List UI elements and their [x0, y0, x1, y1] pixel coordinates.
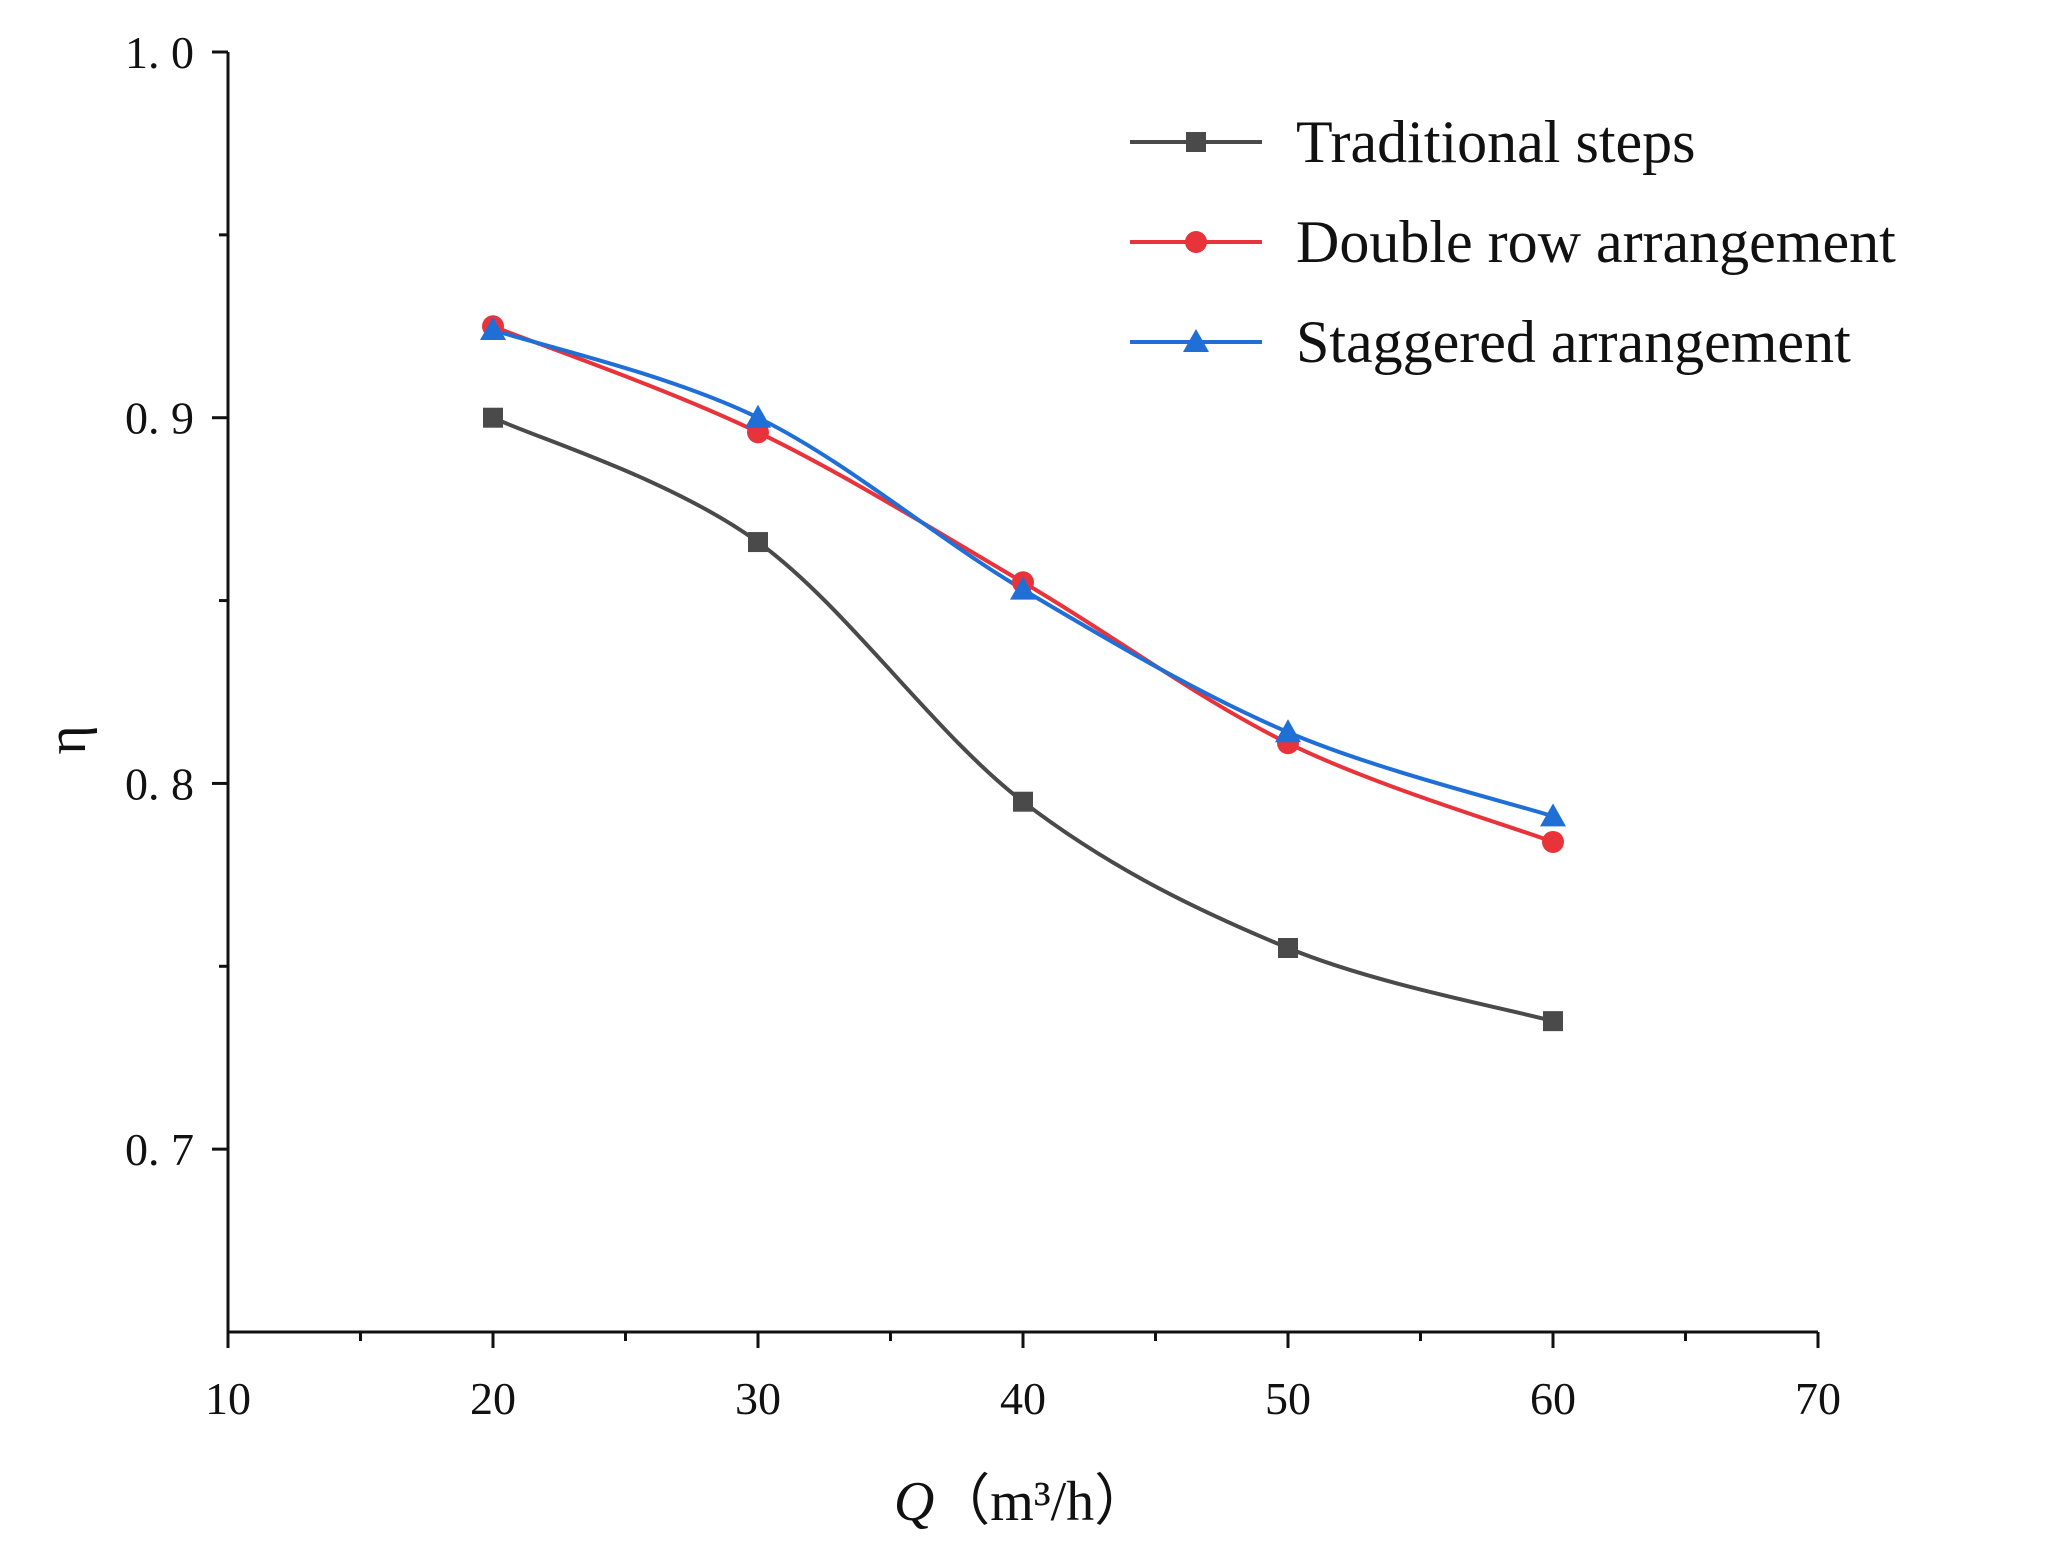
- data-point-series-1: [748, 532, 768, 553]
- plot-lines: [492, 324, 1554, 1024]
- data-point-series-3: [1010, 576, 1036, 600]
- legend-label-2: Double row arrangement: [1296, 209, 1896, 275]
- data-point-series-3: [745, 404, 771, 428]
- legend: Traditional steps Double row arrangement S…: [1130, 109, 1896, 375]
- data-point-series-2: [1542, 830, 1564, 853]
- x-tick-label: 20: [470, 1373, 516, 1424]
- x-tick-label: 70: [1795, 1373, 1841, 1424]
- x-tick-label: 50: [1265, 1373, 1311, 1424]
- y-tick-label: 0. 9: [125, 393, 194, 444]
- data-point-series-1: [1278, 938, 1298, 958]
- legend-marker-3: [1183, 329, 1209, 352]
- data-point-series-3: [1540, 803, 1566, 827]
- data-point-series-1: [483, 407, 503, 428]
- plot-markers: [480, 315, 1566, 1032]
- x-axis-title: Q（m³/h）: [894, 1471, 1150, 1533]
- x-tick-label: 60: [1530, 1373, 1576, 1424]
- legend-label-3: Staggered arrangement: [1296, 309, 1851, 375]
- x-tick-label: 30: [735, 1373, 781, 1424]
- y-axis-title: η: [36, 725, 98, 754]
- data-point-series-3: [480, 316, 506, 340]
- data-point-series-1: [1013, 791, 1033, 812]
- legend-label-1: Traditional steps: [1296, 109, 1695, 175]
- data-point-series-3: [1275, 719, 1301, 743]
- series-line-1: [492, 415, 1554, 1024]
- x-axis-symbol: Q: [894, 1471, 934, 1533]
- y-tick-label: 1. 0: [125, 27, 194, 78]
- legend-marker-2: [1185, 231, 1207, 253]
- x-tick-label: 10: [205, 1373, 251, 1424]
- data-point-series-1: [1543, 1011, 1563, 1032]
- x-axis-unit: （m³/h）: [934, 1471, 1150, 1533]
- x-tick-label: 40: [1000, 1373, 1046, 1424]
- y-tick-label: 0. 7: [125, 1124, 194, 1175]
- axis-ticks: 10 20 30 40 50 60 70 0. 7 0. 8 0. 9 1. 0: [125, 27, 1841, 1424]
- legend-marker-1: [1186, 132, 1206, 152]
- y-tick-label: 0. 8: [125, 758, 194, 809]
